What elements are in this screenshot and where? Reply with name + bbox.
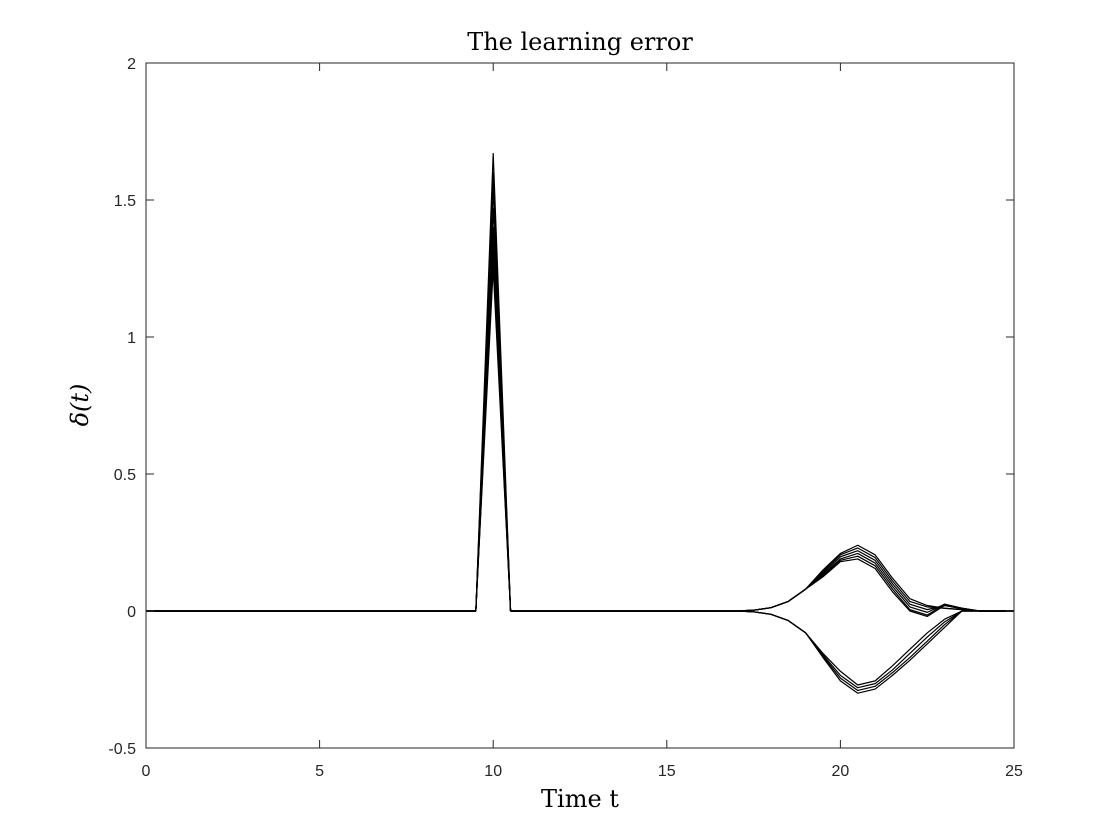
axis-ticks: 0 5 10 15 20 25 -0.5 0 0.5 1 1.5 2 xyxy=(108,56,1023,780)
y-tick-label: 0 xyxy=(127,604,136,621)
x-tick-label: 10 xyxy=(484,763,502,780)
series-line-10 xyxy=(146,226,1014,694)
x-tick-label: 15 xyxy=(658,763,676,780)
y-tick-label: 1.5 xyxy=(114,193,136,210)
y-tick-label: 0.5 xyxy=(114,467,136,484)
y-tick-label: -0.5 xyxy=(108,741,136,758)
x-tick-label: 0 xyxy=(142,763,151,780)
x-tick-label: 5 xyxy=(315,763,324,780)
y-tick-label: 2 xyxy=(127,56,136,73)
y-axis-label: δ(t) xyxy=(66,384,94,427)
chart-title: The learning error xyxy=(467,28,693,56)
plot-area-frame xyxy=(145,62,1015,749)
x-tick-label: 20 xyxy=(832,763,850,780)
y-tick-label: 1 xyxy=(127,330,136,347)
series-group xyxy=(146,152,1014,694)
x-tick-label: 25 xyxy=(1005,763,1023,780)
x-axis-label: Time t xyxy=(541,785,619,813)
